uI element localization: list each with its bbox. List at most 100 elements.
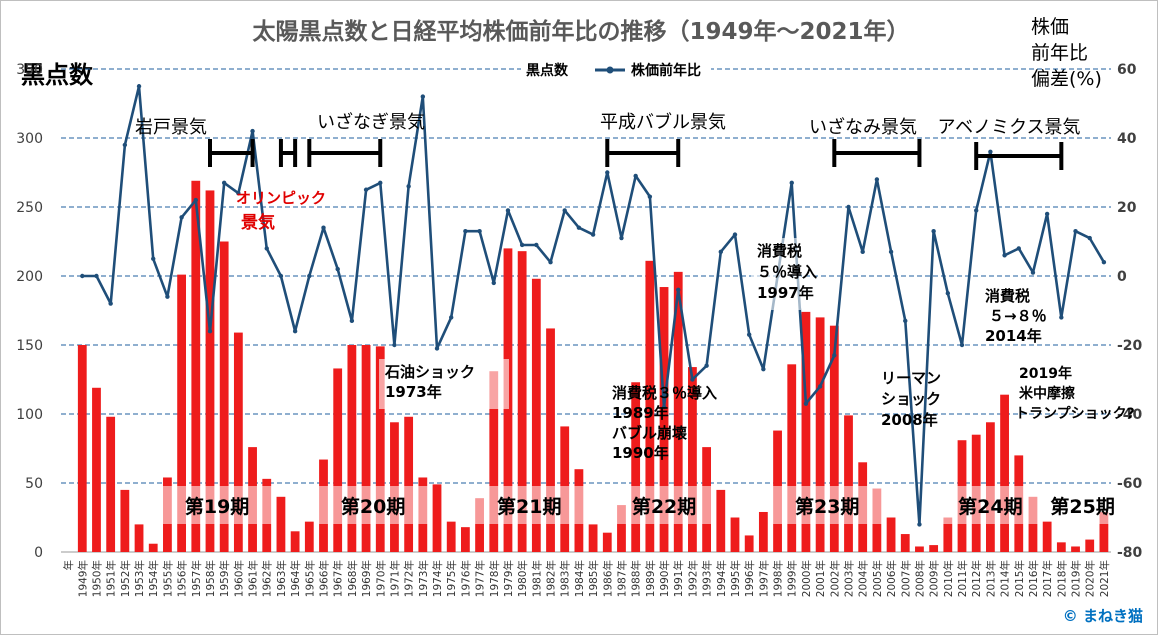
stock-point — [945, 291, 951, 296]
stock-point — [1059, 315, 1064, 320]
x-tick-label: 1951年 — [105, 560, 118, 597]
stock-point — [363, 187, 369, 192]
sunspot-bar — [205, 190, 215, 552]
right-tick-label: 0 — [1117, 269, 1127, 285]
x-tick-labels: 年 1949年 1950年 1951年 1952年 1953年 1954年 1955年 1956… — [62, 560, 1111, 597]
stock-point — [94, 273, 99, 279]
stock-point — [548, 260, 553, 265]
stock-point — [605, 170, 610, 175]
stock-point — [434, 346, 440, 351]
x-tick-label: 2014年 — [999, 560, 1012, 597]
x-tick-label: 1985年 — [587, 560, 600, 597]
sunspot-bar — [1099, 511, 1109, 552]
cycle-label-bg — [160, 486, 274, 524]
x-tick-label: 1967年 — [332, 560, 345, 597]
x-tick-label: 1986年 — [601, 560, 614, 597]
cycle-label: 第19期 — [185, 495, 249, 518]
x-tick-label: 1993年 — [701, 560, 714, 597]
left-tick-label: 150 — [16, 338, 43, 354]
boom-label: アベノミクス景気 — [937, 117, 1080, 138]
stock-point — [136, 84, 142, 89]
sunspot-bar — [787, 364, 797, 552]
stock-point — [1016, 246, 1021, 251]
stock-point — [661, 404, 667, 410]
stock-point — [1087, 235, 1092, 241]
x-tick-label: 2017年 — [1041, 560, 1054, 597]
stock-point — [1073, 228, 1078, 234]
x-tick-label: 年 — [62, 560, 75, 571]
x-tick-label: 2015年 — [1013, 560, 1026, 597]
x-tick-label: 1974年 — [431, 560, 444, 597]
x-tick-label: 1962年 — [261, 560, 274, 597]
right-tick-label: -20 — [1117, 338, 1143, 354]
sunspot-bar — [92, 387, 101, 552]
stock-point — [349, 318, 355, 324]
x-tick-label: 2000年 — [800, 560, 813, 597]
stock-point — [974, 208, 979, 213]
cycle-label-bg — [770, 486, 884, 524]
x-tick-label: 2018年 — [1055, 560, 1068, 597]
boom-label: いざなぎ景気 — [317, 111, 425, 133]
x-tick-label: 1959年 — [218, 560, 231, 597]
stock-point — [718, 249, 723, 255]
x-tick-label: 2003年 — [843, 560, 856, 597]
chart-title: 太陽黒点数と日経平均株価前年比の推移（1949年～2021年） — [252, 18, 909, 45]
sunspot-bar — [446, 521, 456, 552]
annotation-line: 1989年 — [612, 404, 669, 422]
stock-point — [803, 401, 809, 406]
sunspot-bar — [1042, 521, 1052, 552]
stock-point — [264, 246, 269, 251]
stock-point — [917, 522, 922, 527]
stock-point — [576, 225, 582, 230]
right-axis-label-line-1: 株価 — [1031, 16, 1069, 38]
stock-point — [732, 232, 738, 237]
sunspot-bar — [900, 534, 910, 552]
stock-point — [619, 235, 624, 241]
boom-label: いざなみ景気 — [809, 116, 917, 138]
x-tick-label: 1991年 — [672, 560, 685, 597]
stock-point — [179, 215, 184, 220]
x-tick-label: 2010年 — [942, 560, 955, 597]
sunspot-bar — [716, 489, 726, 552]
x-tick-label: 1995年 — [729, 560, 742, 597]
sunspot-bar — [645, 260, 655, 552]
stock-point — [392, 342, 397, 348]
sunspot-bar — [546, 328, 555, 552]
x-tick-label: 1976年 — [459, 560, 472, 597]
stock-point — [378, 180, 383, 186]
annotation-line: 2008年 — [881, 411, 938, 429]
stock-point — [874, 177, 880, 182]
stock-point — [534, 242, 539, 248]
x-tick-label: 1999年 — [786, 560, 799, 597]
legend: 黒点数 株価前年比 — [521, 59, 711, 79]
sunspot-bar — [531, 278, 541, 552]
x-tick-label: 1970年 — [374, 560, 387, 597]
x-tick-label: 1996年 — [743, 560, 756, 597]
x-tick-label: 1966年 — [318, 560, 331, 597]
cycle-label-bg — [316, 486, 430, 524]
stock-point — [562, 208, 567, 213]
x-tick-label: 1965年 — [303, 560, 316, 597]
sunspot-bar — [943, 517, 953, 552]
annotation-line: トランプショック? — [1015, 406, 1135, 422]
sunspot-bar — [758, 511, 768, 552]
sunspot-bar — [1071, 546, 1080, 552]
stock-point — [647, 194, 653, 199]
x-tick-label: 2004年 — [857, 560, 870, 597]
x-tick-label: 1971年 — [388, 560, 401, 597]
stock-point — [846, 204, 851, 210]
x-tick-label: 1968年 — [346, 560, 359, 597]
annotation-line: ショック — [881, 390, 941, 408]
annotation-bg — [379, 359, 509, 409]
stock-point — [80, 273, 85, 279]
stock-point — [690, 377, 695, 382]
cycle-label-bg — [940, 486, 1041, 524]
y-tick-labels: 0 -80 50 -60 100 -40 150 -20 200 0 250 20 300 40 350 60 — [16, 62, 1142, 561]
stock-point — [406, 184, 411, 189]
x-tick-label: 1994年 — [715, 560, 728, 597]
right-tick-label: 20 — [1117, 200, 1137, 216]
left-tick-label: 100 — [16, 407, 43, 423]
annotation-line: 石油ショック — [384, 363, 475, 381]
cycle-label: 第23期 — [795, 495, 859, 518]
x-tick-label: 1950年 — [90, 560, 103, 597]
